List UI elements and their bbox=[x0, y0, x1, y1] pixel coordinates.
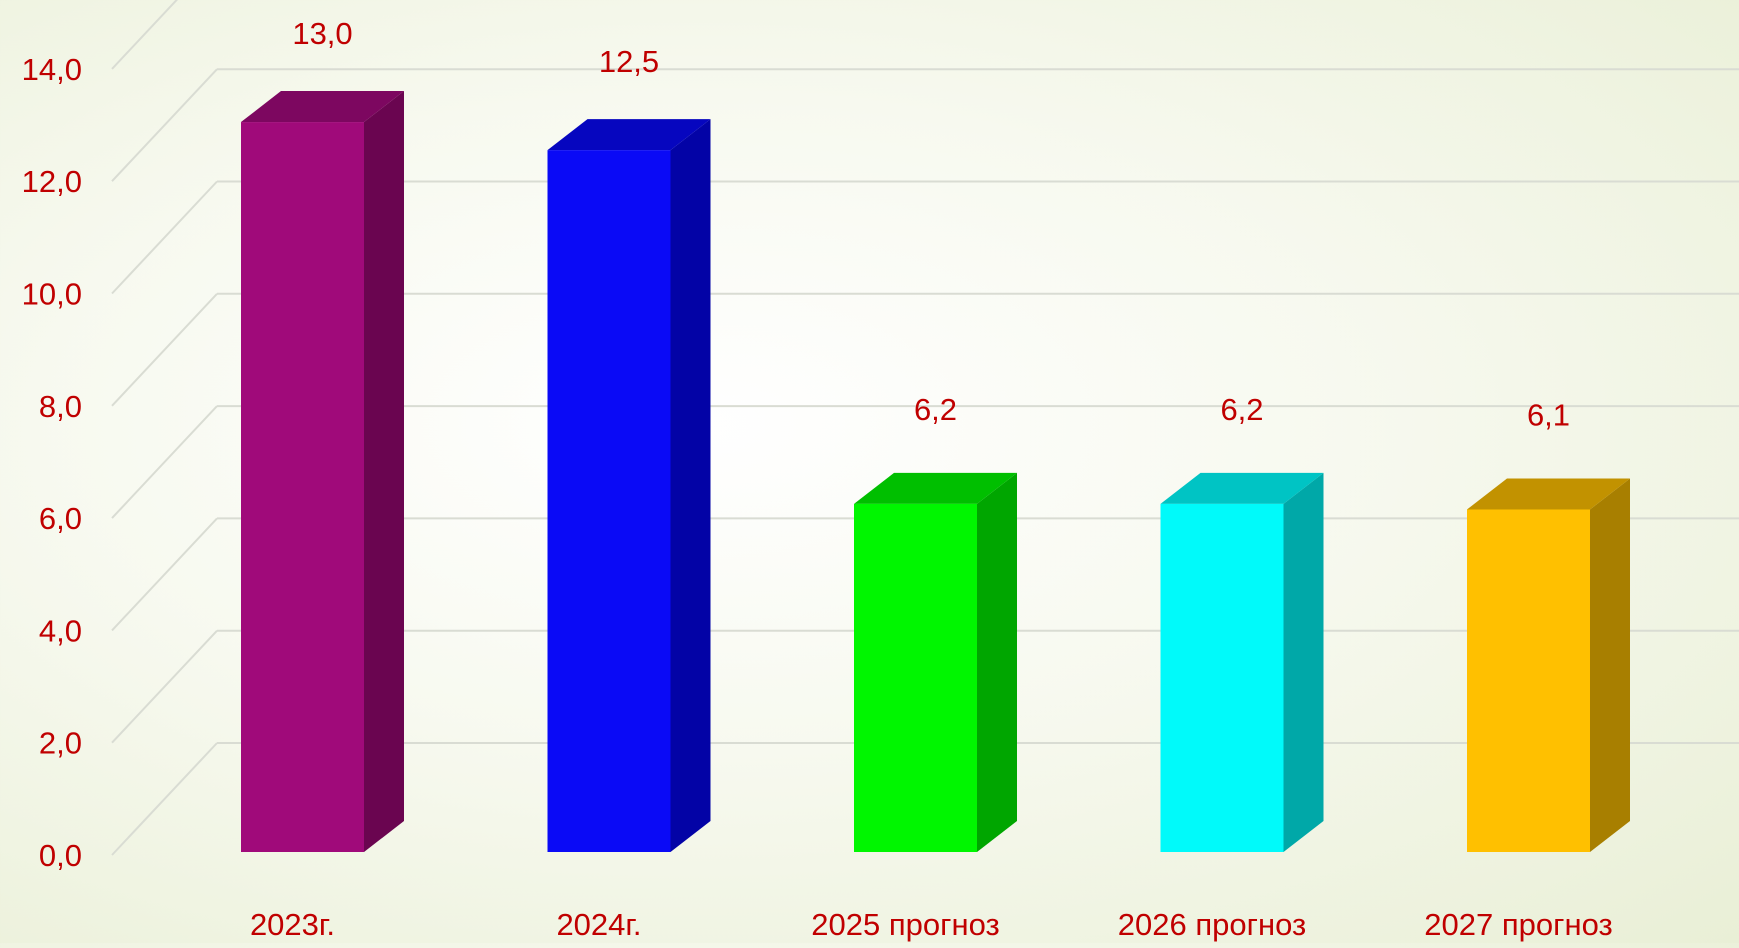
bar-front bbox=[547, 150, 671, 852]
gridline-diagonal bbox=[111, 180, 218, 295]
bar-side bbox=[670, 119, 711, 852]
y-tick-label: 2,0 bbox=[39, 726, 82, 761]
bar-front bbox=[241, 122, 364, 853]
y-tick-label: 14,0 bbox=[22, 52, 82, 87]
y-tick-label: 0,0 bbox=[39, 838, 82, 873]
gridline-diagonal bbox=[111, 293, 218, 407]
bar-side bbox=[1283, 472, 1324, 852]
gridline-diagonal bbox=[111, 405, 218, 519]
data-label: 6,2 bbox=[914, 392, 957, 427]
data-label: 13,0 bbox=[292, 16, 352, 51]
gridline-diagonal bbox=[111, 68, 218, 182]
y-tick-label: 4,0 bbox=[39, 613, 82, 648]
bar bbox=[241, 91, 404, 853]
x-tick-label: 2027 прогноз bbox=[1424, 907, 1612, 942]
bar-side bbox=[1590, 478, 1630, 852]
x-tick-label: 2026 прогноз bbox=[1118, 907, 1306, 942]
data-label: 6,1 bbox=[1527, 397, 1570, 432]
x-tick-label: 2023г. bbox=[250, 907, 335, 942]
x-tick-label: 2024г. bbox=[556, 907, 641, 942]
y-axis-tick-labels: 0,0 2,0 4,0 6,0 8,0 10,0 12,0 14,0 bbox=[22, 52, 82, 873]
gridline-diagonal bbox=[111, 742, 218, 856]
x-axis-tick-labels: 2023г. 2024г. 2025 прогноз 2026 прогноз 2027… bbox=[250, 907, 1613, 942]
bar-top bbox=[547, 119, 711, 151]
bar bbox=[547, 119, 711, 852]
bar-front bbox=[1160, 503, 1284, 852]
bar bbox=[1160, 472, 1324, 852]
bar-top bbox=[1160, 472, 1324, 504]
bar-top bbox=[1467, 478, 1630, 510]
x-tick-label: 2025 прогноз bbox=[811, 907, 999, 942]
bar-top bbox=[241, 91, 404, 123]
y-tick-label: 6,0 bbox=[39, 501, 82, 536]
bar-side bbox=[977, 472, 1017, 852]
y-tick-label: 12,0 bbox=[22, 164, 82, 199]
y-tick-label: 8,0 bbox=[39, 389, 82, 424]
bar bbox=[1467, 478, 1630, 852]
bar-side bbox=[364, 91, 404, 853]
data-labels: 13,0 12,5 6,2 6,2 6,1 bbox=[292, 16, 1570, 432]
gridline-diagonal bbox=[111, 517, 218, 632]
data-label: 6,2 bbox=[1220, 392, 1263, 427]
bar-front bbox=[854, 503, 977, 852]
bars bbox=[241, 91, 1630, 853]
data-label: 12,5 bbox=[599, 44, 659, 79]
bar bbox=[854, 472, 1017, 852]
y-tick-label: 10,0 bbox=[22, 277, 82, 312]
bar-top bbox=[854, 472, 1017, 504]
gridline-diagonal bbox=[111, 630, 218, 744]
gridline-diagonal bbox=[111, 0, 178, 70]
bar-front bbox=[1467, 509, 1590, 852]
